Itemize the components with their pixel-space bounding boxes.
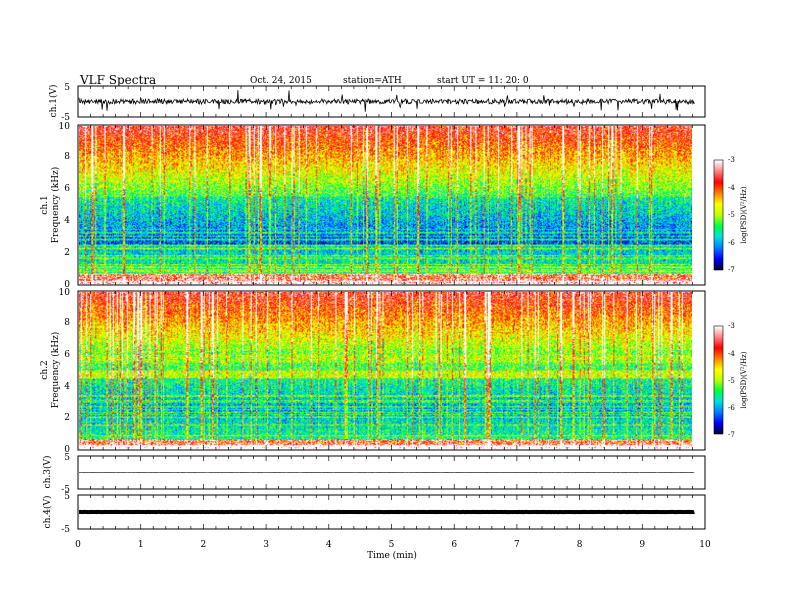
ch2-colorbar-tick-m4: -4 [728,350,735,358]
ch3-waveform-ytick-top: 5 [64,453,70,463]
ch2-freq-tick-8: 8 [64,318,70,328]
ch1-freq-tick-0: 0 [64,280,70,290]
ch4-waveform-ytick-top: 5 [64,492,70,502]
ch2-spectrogram-time-ticks [77,291,706,450]
ch2-colorbar-frame [713,325,724,435]
ch2-colorbar-tick-m3: -3 [728,322,735,330]
ch2-freq-tick-4: 4 [64,382,70,392]
time-tick-label: 3 [263,540,269,550]
header-start-ut: start UT = 11: 20: 0 [437,76,529,86]
ch1-colorbar-tick-m3: -3 [728,156,735,164]
time-axis: 0 1 2 3 4 5 6 7 8 9 10 [75,540,711,550]
ch2-freq-tick-10: 10 [59,288,71,298]
ch3-waveform-time-ticks [77,456,706,489]
ch2-spectrogram-channel-label: ch.2 [40,360,50,379]
ch4-waveform-time-ticks [77,495,706,529]
ch2-freq-tick-6: 6 [64,350,70,360]
ch2-colorbar [714,326,723,434]
ch1-colorbar-tick-m7: -7 [728,266,735,274]
time-tick-label: 10 [699,540,711,550]
ch4-waveform-ytick-bottom: -5 [61,525,70,535]
ch3-waveform-ylabel: ch.3(V) [42,456,53,489]
header-date: Oct. 24, 2015 [250,76,312,86]
ch1-colorbar-tick-m4: -4 [728,184,735,192]
time-tick-label: 5 [389,540,395,550]
ch2-freq-tick-2: 2 [64,413,70,423]
ch4-waveform-ylabel: ch.4(V) [42,496,53,529]
ch1-freq-tick-10: 10 [59,122,71,132]
ch2-spectrogram-yticks: 0 2 4 6 8 10 [59,288,71,455]
ch2-colorbar-tick-m7: -7 [728,431,735,439]
time-tick-label: 7 [514,540,520,550]
time-tick-label: 2 [201,540,207,550]
ch1-spectrogram-channel-label: ch.1 [40,195,50,214]
ch1-colorbar [714,160,723,270]
ch1-waveform-ylabel: ch.1(V) [48,85,59,118]
ch1-spectrogram-image [79,126,692,284]
ch3-waveform-ytick-bottom: -5 [61,485,70,495]
ch2-spectrogram-image [79,292,692,449]
ch1-colorbar-frame [713,159,724,271]
chart-title: VLF Spectra [79,73,156,87]
ch3-waveform-panel: 5 -5 ch.3(V) [42,453,706,495]
ch1-waveform-ytick-bottom: -5 [61,113,70,123]
ch1-waveform-time-ticks [77,86,706,117]
ch2-freq-tick-0: 0 [64,445,70,455]
time-tick-label: 6 [451,540,457,550]
ch1-waveform-panel: 5 -5 ch.1(V) [48,83,706,123]
ch2-spectrogram-panel: 0 2 4 6 8 10 ch.2 Frequency (kHz) -7 -6 … [40,288,748,455]
header-station: station=ATH [343,76,402,86]
ch1-colorbar-tick-m5: -5 [728,211,735,219]
ch2-colorbar-tick-m6: -6 [728,404,735,412]
ch1-freq-tick-6: 6 [64,184,70,194]
time-tick-label: 8 [577,540,583,550]
time-tick-label: 0 [75,540,81,550]
time-tick-label: 1 [138,540,144,550]
ch2-colorbar-label: log(PSD)(V²/Hz) [740,351,748,408]
ch2-spectrogram-freq-label: Frequency (kHz) [50,332,61,409]
ch1-freq-tick-4: 4 [64,216,70,226]
time-tick-label: 4 [326,540,332,550]
ch1-waveform-ytick-top: 5 [64,83,70,93]
ch2-colorbar-tick-m5: -5 [728,377,735,385]
ch1-colorbar-label: log(PSD)(V²/Hz) [740,186,748,243]
ch1-spectrogram-yticks: 0 2 4 6 8 10 [59,122,71,290]
ch1-spectrogram-freq-label: Frequency (kHz) [50,167,61,244]
ch1-freq-tick-8: 8 [64,152,70,162]
ch1-spectrogram-time-ticks [77,125,706,285]
time-tick-label: 9 [639,540,645,550]
ch1-spectrogram-panel: 0 2 4 6 8 10 ch.1 Frequency (kHz) -7 -6 … [40,122,748,290]
time-axis-label: Time (min) [367,550,417,561]
ch4-waveform-panel: 5 -5 ch.4(V) [42,492,706,535]
ch1-colorbar-tick-m6: -6 [728,239,735,247]
ch1-freq-tick-2: 2 [64,248,70,258]
ch1-waveform-line [78,90,695,112]
